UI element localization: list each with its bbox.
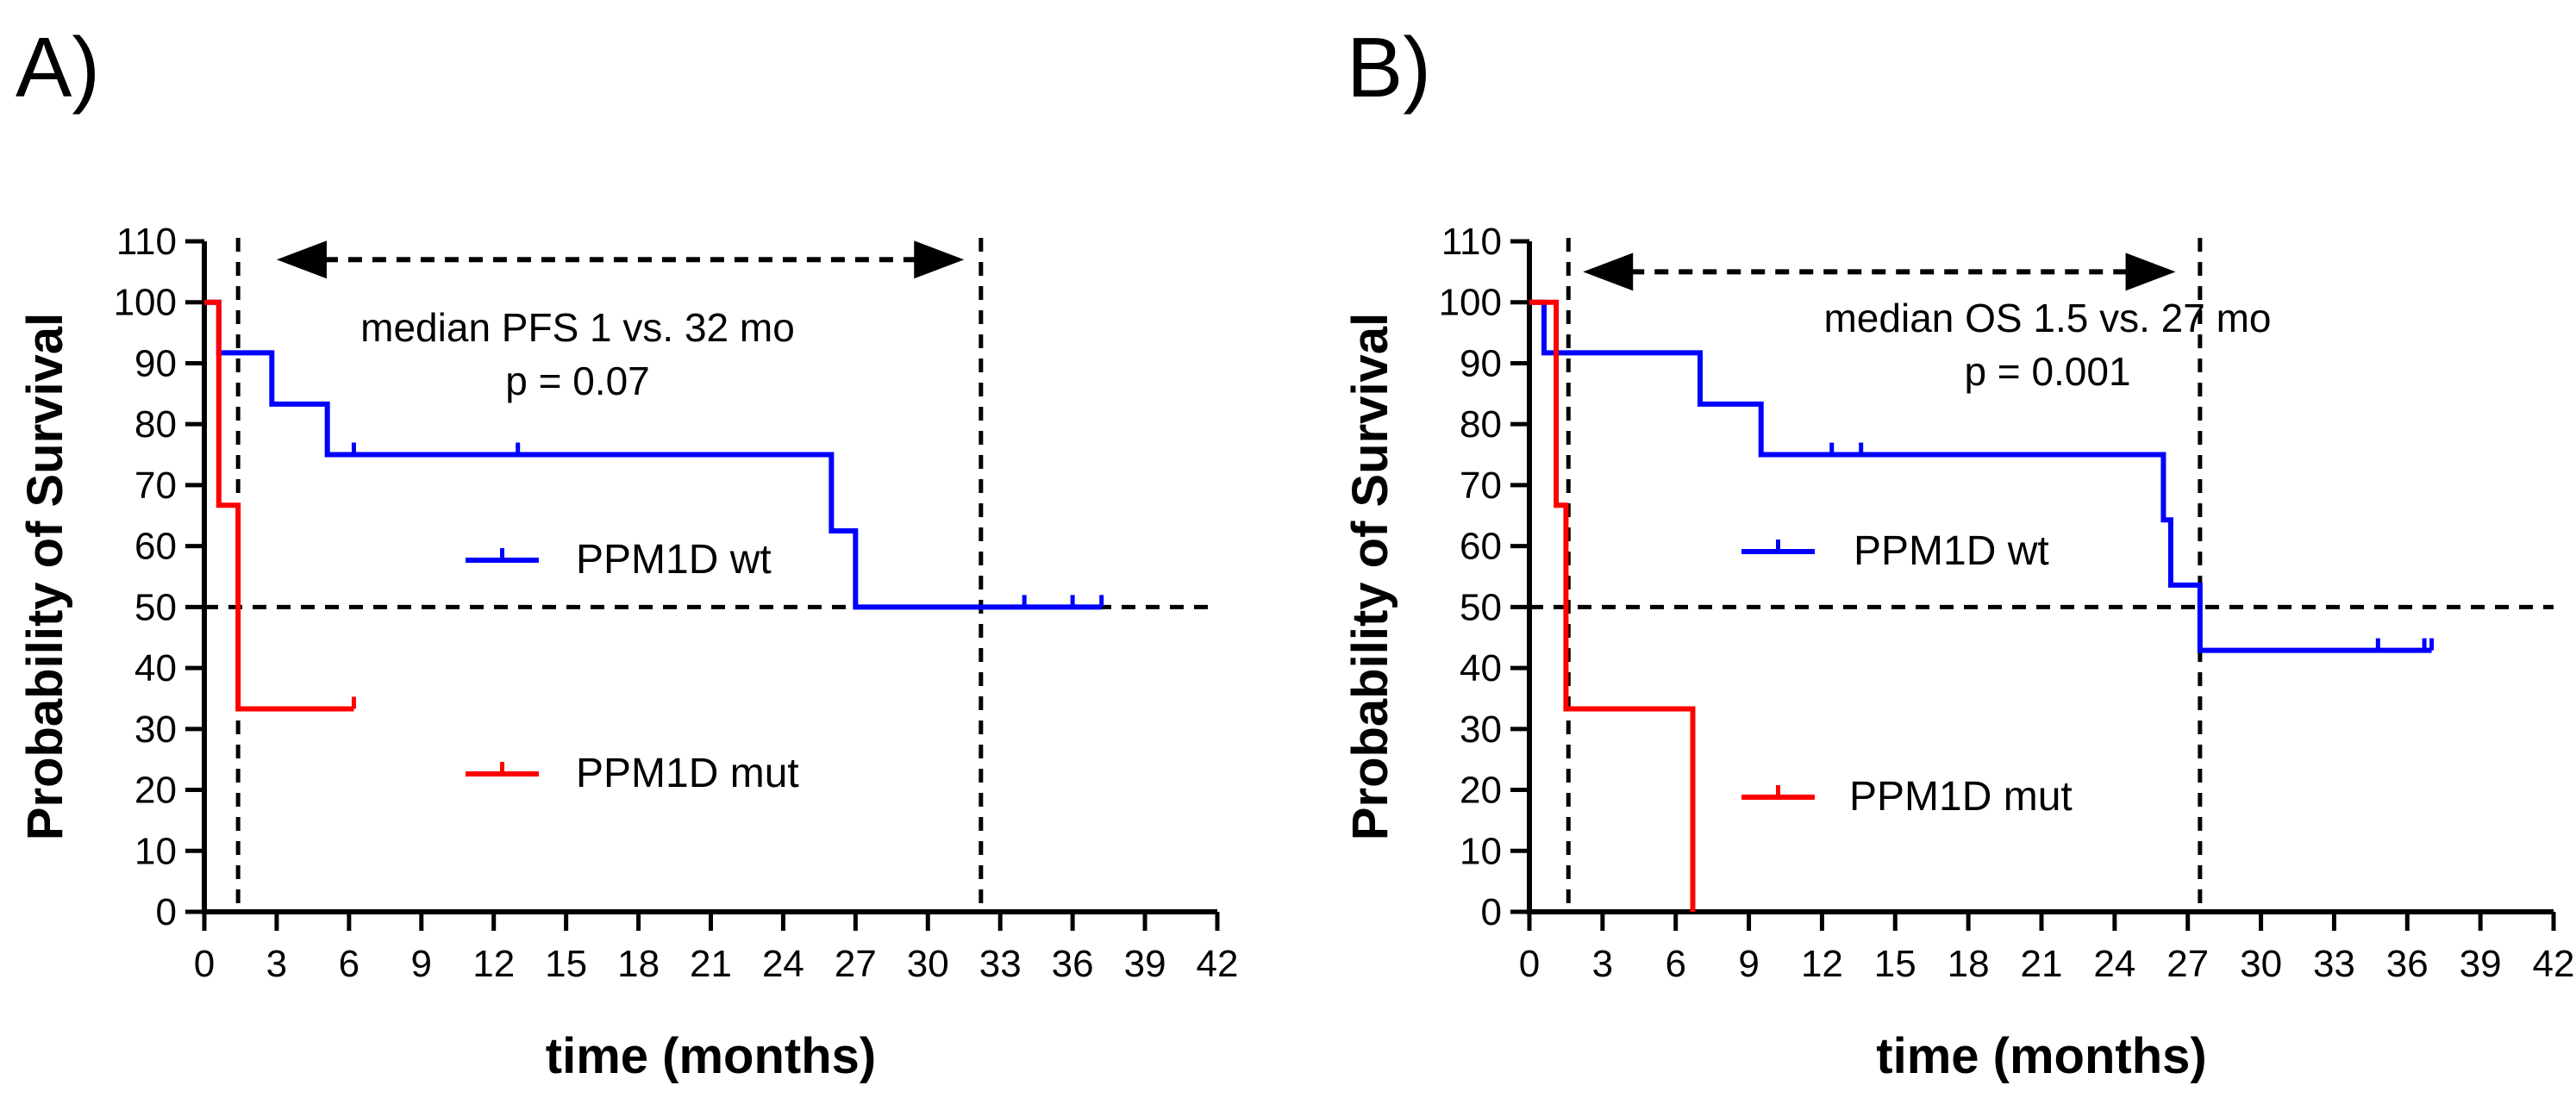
panel-b-y-tick-label: 60 xyxy=(1460,526,1502,568)
panel-a-y-tick-label: 100 xyxy=(114,282,177,324)
panel-b-x-tick-label: 42 xyxy=(2533,943,2575,985)
panel-b-x-tick-label: 18 xyxy=(1948,943,1990,985)
panel-b-x-tick-label: 6 xyxy=(1665,943,1685,985)
panel-a-legend-label-ppm1d-wt: PPM1D wt xyxy=(576,537,772,583)
panel-a-x-tick-label: 36 xyxy=(1052,943,1094,985)
panel-b-x-axis-title: time (months) xyxy=(1876,1028,2206,1084)
panel-a-x-tick-label: 6 xyxy=(339,943,360,985)
panel-b-p-value: p = 0.001 xyxy=(1964,349,2130,394)
panel-a-x-tick-label: 42 xyxy=(1197,943,1239,985)
panel-a-y-tick-label: 90 xyxy=(134,342,177,384)
panel-a-label: A) xyxy=(16,20,100,115)
panel-b-y-tick-label: 110 xyxy=(1441,221,1502,263)
panel-a-legend-label-ppm1d-mut: PPM1D mut xyxy=(576,751,799,796)
panel-a-x-tick-label: 3 xyxy=(266,943,287,985)
panel-b-x-tick-label: 30 xyxy=(2240,943,2282,985)
panel-b-y-tick-label: 50 xyxy=(1460,586,1502,628)
panel-b-y-tick-label: 0 xyxy=(1481,891,1502,933)
panel-b-curve-ppm1d-wt xyxy=(1529,299,2432,653)
panel-a-x-tick-label: 24 xyxy=(762,943,804,985)
panel-a-x-tick-label: 12 xyxy=(472,943,515,985)
panel-b-curve-ppm1d-mut xyxy=(1529,299,1696,912)
panel-a-y-tick-label: 20 xyxy=(134,770,177,812)
panel-a-y-tick-label: 60 xyxy=(134,526,177,568)
panel-a-x-tick-label: 30 xyxy=(907,943,949,985)
panel-a-y-tick-label: 80 xyxy=(134,403,177,446)
panel-a-y-tick-label: 10 xyxy=(134,830,177,872)
panel-b-x-tick-label: 36 xyxy=(2386,943,2429,985)
panel-b-x-tick-label: 12 xyxy=(1801,943,1843,985)
panel-b-x-tick-label: 3 xyxy=(1592,943,1613,985)
panel-a-y-tick-label: 110 xyxy=(116,221,177,263)
panel-a-y-tick-label: 50 xyxy=(134,586,177,628)
panel-b-y-tick-label: 90 xyxy=(1460,342,1502,384)
panel-b-legend-label-ppm1d-wt: PPM1D wt xyxy=(1854,528,2049,574)
panel-a-p-value: p = 0.07 xyxy=(505,359,650,403)
panel-a-curve-ppm1d-mut xyxy=(204,299,354,712)
panel-a-x-tick-label: 18 xyxy=(617,943,660,985)
panel-a-y-tick-label: 0 xyxy=(156,891,177,933)
panel-a-median-annotation: median PFS 1 vs. 32 mo xyxy=(360,305,795,350)
panel-a-arrow-head-left xyxy=(276,240,327,279)
panel-b-x-tick-label: 39 xyxy=(2460,943,2502,985)
panel-a-y-tick-label: 30 xyxy=(134,708,177,751)
panel-a-x-axis-title: time (months) xyxy=(546,1028,876,1084)
panel-b-y-tick-label: 40 xyxy=(1460,647,1502,689)
panel-b-arrow-head-right xyxy=(2125,253,2176,291)
panel-b-x-tick-label: 33 xyxy=(2313,943,2355,985)
panel-b-arrow-head-left xyxy=(1583,253,1634,291)
panel-a-x-tick-label: 0 xyxy=(194,943,215,985)
panel-b-y-tick-label: 20 xyxy=(1460,770,1502,812)
panel-a-x-tick-label: 33 xyxy=(979,943,1022,985)
panel-b-y-tick-label: 10 xyxy=(1460,830,1502,872)
panel-b-x-tick-label: 0 xyxy=(1519,943,1540,985)
panel-a-y-tick-label: 40 xyxy=(134,647,177,689)
panel-b-y-axis-title: Probability of Survival xyxy=(1342,313,1398,840)
panel-b-median-annotation: median OS 1.5 vs. 27 mo xyxy=(1823,296,2271,340)
panel-b-x-tick-label: 27 xyxy=(2166,943,2209,985)
panel-b-y-tick-label: 30 xyxy=(1460,708,1502,751)
panel-b-y-tick-label: 70 xyxy=(1460,465,1502,507)
panel-b-y-tick-label: 100 xyxy=(1439,282,1502,324)
panel-b-x-tick-label: 21 xyxy=(2021,943,2063,985)
panel-b-legend-label-ppm1d-mut: PPM1D mut xyxy=(1849,774,2073,820)
panel-b-x-tick-label: 24 xyxy=(2093,943,2135,985)
panel-a-y-axis-title: Probability of Survival xyxy=(17,313,73,840)
panel-b-x-tick-label: 15 xyxy=(1874,943,1916,985)
panel-b-x-tick-label: 9 xyxy=(1738,943,1759,985)
panel-a-y-tick-label: 70 xyxy=(134,465,177,507)
panel-b-label: B) xyxy=(1347,20,1431,115)
panel-a-arrow-head-right xyxy=(914,240,965,279)
panel-a-x-tick-label: 9 xyxy=(411,943,432,985)
panel-a-x-tick-label: 39 xyxy=(1124,943,1166,985)
panel-a-x-tick-label: 21 xyxy=(690,943,732,985)
panel-a-x-tick-label: 27 xyxy=(835,943,877,985)
panel-a-x-tick-label: 15 xyxy=(545,943,587,985)
panel-b-y-tick-label: 80 xyxy=(1460,403,1502,446)
